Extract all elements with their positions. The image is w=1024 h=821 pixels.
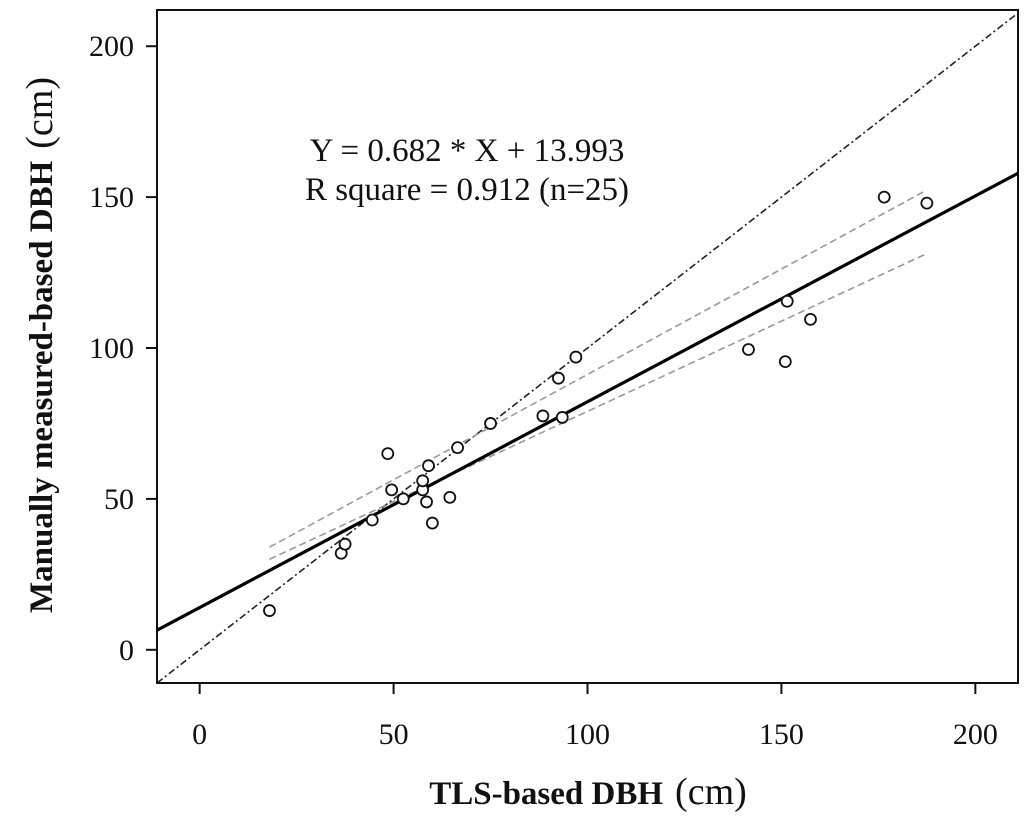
y-tick-label-200: 200 (89, 30, 134, 63)
data-point-11 (422, 459, 435, 473)
reference-line-1to1 (157, 12, 1018, 683)
data-point-25 (920, 196, 934, 210)
data-point-22 (780, 294, 794, 308)
y-axis-label: Manually measured-based DBH (24, 160, 60, 613)
y-tick-label-0: 0 (119, 634, 134, 667)
y-tick-label-100: 100 (89, 332, 134, 365)
data-point-21 (778, 355, 792, 368)
x-tick-label-100: 100 (565, 718, 610, 751)
data-point-4 (365, 513, 379, 527)
y-tick-label-50: 50 (104, 483, 134, 516)
data-point-19 (569, 350, 583, 364)
x-axis-unit: (cm) (675, 771, 747, 813)
y-tick-label-150: 150 (89, 181, 134, 214)
data-point-5 (381, 447, 395, 461)
confidence-band-upper (269, 190, 926, 548)
data-point-18 (555, 411, 569, 424)
data-point-15 (484, 417, 497, 430)
plot-frame (156, 9, 1019, 684)
equation-annotation: Y = 0.682 * X + 13.993 (310, 133, 625, 169)
data-point-14 (451, 441, 464, 455)
data-point-20 (742, 343, 755, 356)
regression-line (157, 171, 1018, 632)
data-point-7 (396, 492, 410, 506)
data-point-10 (420, 495, 433, 509)
y-axis-title: Manually measured-based DBH (cm) (19, 77, 61, 613)
data-point-16 (536, 409, 550, 423)
x-axis-label: TLS-based DBH (429, 776, 663, 812)
data-point-24 (877, 190, 891, 204)
data-point-9 (416, 474, 430, 488)
x-tick-label-50: 50 (379, 718, 409, 751)
data-point-17 (552, 371, 565, 385)
x-axis-title: TLS-based DBH (cm) (429, 771, 747, 813)
x-tick-label-0: 0 (192, 718, 207, 751)
data-point-1 (263, 604, 276, 617)
confidence-band-lower (269, 253, 926, 560)
data-point-12 (425, 516, 439, 530)
r-square-annotation: R square = 0.912 (n=25) (305, 172, 629, 208)
x-tick-label-200: 200 (953, 718, 998, 751)
data-point-13 (443, 490, 457, 504)
data-point-3 (338, 537, 352, 551)
data-point-6 (385, 483, 399, 497)
y-axis-unit: (cm) (19, 77, 61, 149)
x-tick-label-150: 150 (759, 718, 804, 751)
data-point-23 (804, 312, 817, 326)
